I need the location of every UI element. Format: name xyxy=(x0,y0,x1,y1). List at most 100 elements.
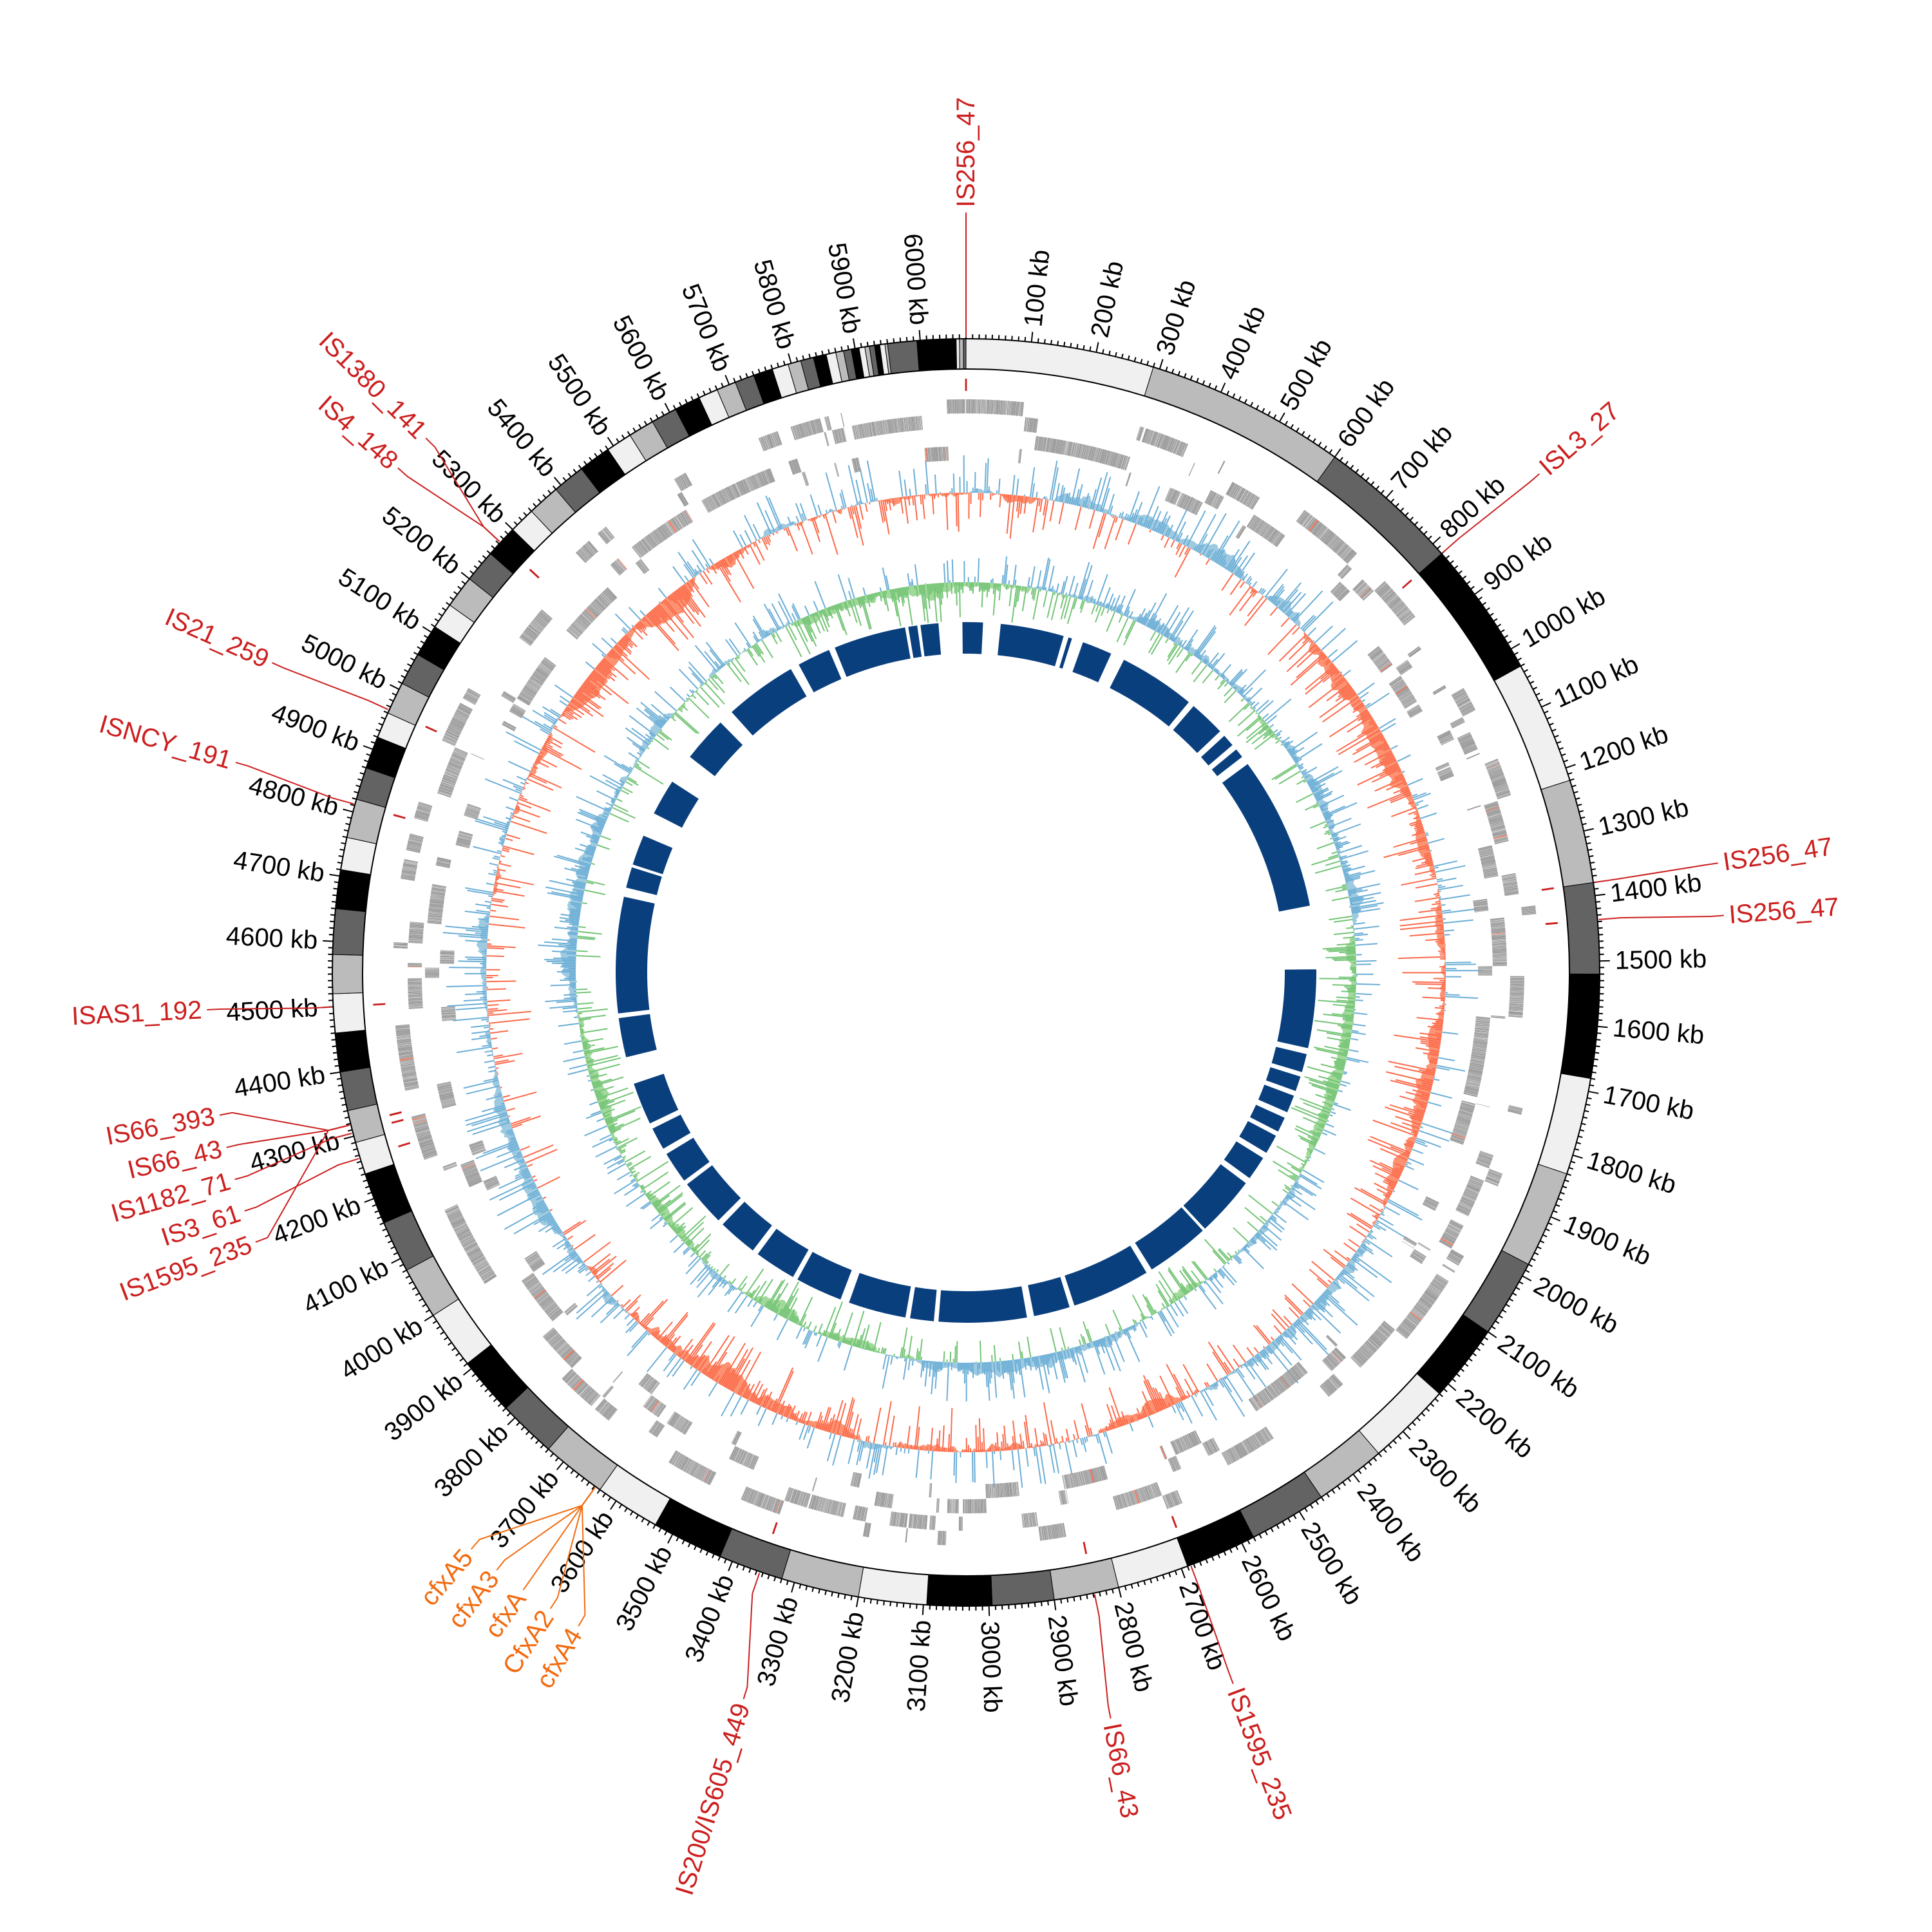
gene-feature xyxy=(1329,536,1340,548)
gene-feature xyxy=(1227,1450,1235,1463)
gene-feature xyxy=(1439,1239,1453,1248)
gene-feature xyxy=(1433,1278,1446,1287)
gene-feature xyxy=(1239,1443,1247,1455)
gene-feature xyxy=(516,697,529,706)
gene-feature xyxy=(1061,440,1065,455)
gene-feature xyxy=(893,419,896,433)
gene-feature xyxy=(857,1506,862,1520)
inner-block xyxy=(1271,1046,1307,1072)
annotation-leader-line xyxy=(271,662,388,710)
gene-feature xyxy=(1411,1253,1424,1262)
gene-feature xyxy=(448,726,462,734)
gene-feature xyxy=(797,424,802,439)
gene-feature xyxy=(1189,1433,1197,1446)
gene-feature xyxy=(934,1515,936,1530)
gene-feature xyxy=(1312,522,1323,535)
gene-feature xyxy=(839,428,844,442)
gene-feature xyxy=(430,893,445,896)
gene-feature xyxy=(799,1492,804,1506)
gene-feature xyxy=(697,1466,706,1480)
gene-feature xyxy=(838,428,843,443)
gene-feature xyxy=(465,810,479,816)
gene-feature xyxy=(1450,1219,1464,1226)
gene-feature xyxy=(1450,1220,1464,1227)
gene-feature xyxy=(424,977,439,978)
gene-feature xyxy=(1035,419,1038,433)
gene-feature xyxy=(1272,1382,1282,1394)
gene-feature xyxy=(1333,584,1343,595)
gene-feature xyxy=(656,1425,665,1437)
gene-feature xyxy=(860,1506,865,1521)
gene-feature xyxy=(692,1463,699,1477)
gene-feature xyxy=(536,1293,549,1302)
gene-feature xyxy=(1462,1195,1476,1202)
gene-feature xyxy=(466,807,480,813)
gene-feature xyxy=(518,695,531,705)
gene-feature xyxy=(428,918,442,921)
gene-feature xyxy=(1467,1183,1481,1190)
gene-feature xyxy=(1394,685,1408,694)
gene-feature xyxy=(971,399,973,414)
gene-feature xyxy=(685,472,693,486)
gene-feature xyxy=(441,781,455,786)
gene-feature xyxy=(924,1515,927,1530)
gene-feature xyxy=(571,1358,582,1368)
gene-feature xyxy=(1410,1255,1423,1264)
gene-feature xyxy=(1083,1470,1087,1485)
tick-label: 1700 kb xyxy=(1601,1081,1696,1126)
gene-feature xyxy=(540,663,552,672)
gene-feature xyxy=(1502,878,1517,881)
gene-feature xyxy=(452,1220,466,1227)
gene-feature xyxy=(913,416,915,431)
gene-feature xyxy=(979,1499,981,1513)
gene-feature xyxy=(1255,1394,1264,1407)
gene-feature xyxy=(676,1417,685,1430)
gene-feature xyxy=(1379,662,1392,671)
gene-feature xyxy=(1095,1467,1100,1482)
gene-feature xyxy=(1476,1161,1490,1167)
gene-feature xyxy=(1166,437,1171,451)
gene-feature xyxy=(407,843,422,848)
gene-feature xyxy=(1510,981,1524,983)
gene-feature xyxy=(1166,488,1173,502)
gene-feature xyxy=(1014,1482,1017,1497)
gene-feature xyxy=(399,1056,413,1059)
gene-feature xyxy=(1097,1467,1102,1481)
gene-feature xyxy=(1492,958,1507,960)
gene-feature xyxy=(422,1151,437,1157)
gene-feature xyxy=(826,1499,830,1513)
tick-label: 1500 kb xyxy=(1615,945,1707,975)
gene-feature xyxy=(705,1470,713,1484)
gene-feature xyxy=(1009,1482,1012,1497)
gene-feature xyxy=(1376,583,1387,593)
gene-feature xyxy=(522,688,535,697)
gene-feature xyxy=(695,1465,703,1479)
gene-feature xyxy=(1509,1001,1524,1003)
gene-feature xyxy=(1448,1222,1462,1230)
gene-feature xyxy=(476,1262,489,1271)
gene-feature xyxy=(1352,1356,1363,1367)
gene-feature xyxy=(1146,1485,1153,1499)
gene-feature xyxy=(527,1255,540,1264)
gene-feature xyxy=(960,399,962,413)
gene-feature xyxy=(1468,1068,1483,1073)
gene-feature xyxy=(1273,533,1282,545)
gene-feature xyxy=(1323,1382,1334,1394)
gene-feature xyxy=(788,461,794,475)
gene-feature xyxy=(1408,1313,1421,1323)
gene-feature xyxy=(1160,1445,1168,1459)
gene-feature xyxy=(535,616,547,626)
gene-feature xyxy=(635,544,645,556)
gene-feature xyxy=(411,1113,426,1119)
gene-feature xyxy=(1124,1493,1130,1507)
gene-feature xyxy=(639,541,649,553)
gene-feature xyxy=(645,1378,655,1390)
gene-feature xyxy=(824,432,829,446)
gene-feature xyxy=(510,708,524,716)
gene-feature xyxy=(511,706,524,715)
gene-feature xyxy=(1113,453,1118,467)
gene-feature xyxy=(1316,526,1326,538)
gene-feature xyxy=(643,1376,652,1388)
gene-feature xyxy=(523,687,536,696)
gene-feature xyxy=(1267,1386,1276,1398)
